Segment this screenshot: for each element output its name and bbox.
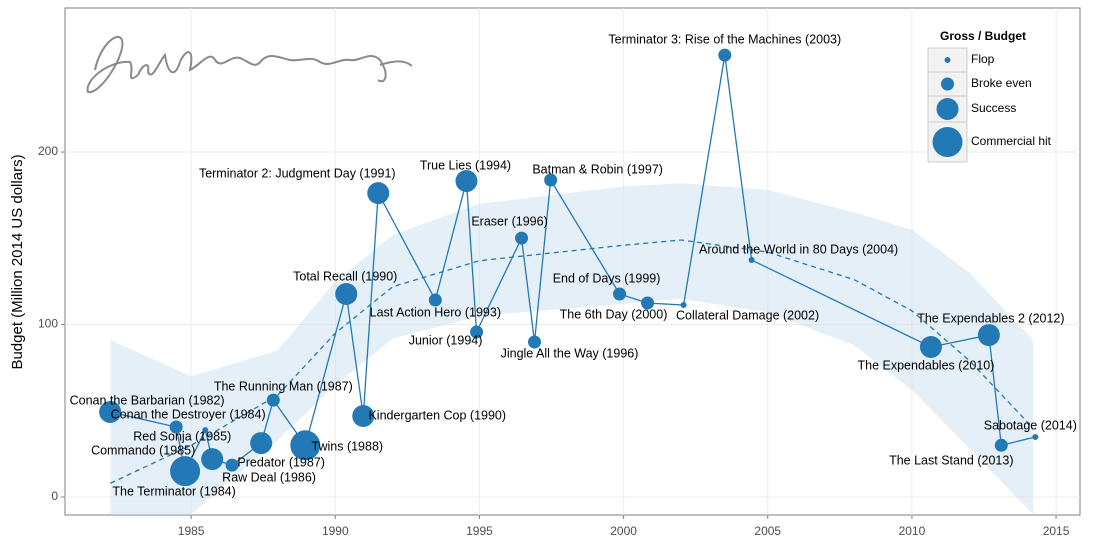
point bbox=[748, 257, 755, 264]
point bbox=[266, 393, 280, 407]
point-label: Twins (1988) bbox=[312, 440, 384, 454]
y-tick-label: 100 bbox=[38, 317, 58, 331]
point-label: Sabotage (2014) bbox=[984, 418, 1077, 432]
grid bbox=[65, 8, 1080, 515]
point-label: Conan the Barbarian (1982) bbox=[70, 393, 225, 407]
point bbox=[202, 427, 209, 434]
point-label: Collateral Damage (2002) bbox=[676, 308, 819, 322]
legend-label: Commercial hit bbox=[971, 134, 1052, 148]
point bbox=[544, 173, 558, 187]
point bbox=[201, 448, 224, 471]
point bbox=[718, 48, 732, 62]
point-label: Junior (1994) bbox=[409, 333, 483, 347]
x-tick-label: 2015 bbox=[1043, 524, 1070, 538]
point bbox=[977, 324, 1000, 347]
point-label: Raw Deal (1986) bbox=[222, 470, 316, 484]
legend-swatch bbox=[944, 57, 951, 63]
point-label: End of Days (1999) bbox=[553, 271, 661, 285]
x-tick-label: 2005 bbox=[754, 524, 781, 538]
point-label: The Expendables (2010) bbox=[857, 358, 994, 372]
point bbox=[225, 458, 239, 472]
point-label: True Lies (1994) bbox=[420, 158, 511, 172]
point-label: Total Recall (1990) bbox=[293, 269, 397, 283]
point bbox=[99, 401, 122, 424]
point-label: The Terminator (1984) bbox=[112, 484, 235, 498]
point-label: Conan the Destroyer (1984) bbox=[111, 407, 266, 421]
y-tick-label: 200 bbox=[38, 144, 58, 158]
point-label: Red Sonja (1985) bbox=[133, 429, 231, 443]
confidence-band bbox=[110, 183, 1034, 515]
legend-swatch bbox=[936, 98, 959, 120]
point-label: Predator (1987) bbox=[237, 455, 325, 469]
point bbox=[455, 170, 478, 193]
x-tick-label: 1985 bbox=[178, 524, 205, 538]
legend-title: Gross / Budget bbox=[940, 29, 1026, 43]
point bbox=[428, 293, 442, 307]
legend-swatch bbox=[941, 77, 954, 91]
point-label: Terminator 3: Rise of the Machines (2003… bbox=[608, 32, 841, 46]
signature bbox=[86, 35, 413, 94]
point bbox=[367, 182, 390, 205]
point-label: Terminator 2: Judgment Day (1991) bbox=[199, 166, 396, 180]
x-tick-label: 2000 bbox=[610, 524, 637, 538]
point bbox=[335, 283, 358, 306]
point bbox=[680, 302, 687, 309]
point-label: Kindergarten Cop (1990) bbox=[368, 408, 506, 422]
y-tick-label: 0 bbox=[51, 489, 58, 503]
point bbox=[169, 420, 183, 434]
y-axis-label: Budget (Million 2014 US dollars) bbox=[9, 154, 26, 369]
point-label: The Expendables 2 (2012) bbox=[917, 311, 1064, 325]
point bbox=[515, 231, 529, 245]
point-label: The Last Stand (2013) bbox=[889, 454, 1013, 468]
x-tick-label: 2010 bbox=[899, 524, 926, 538]
point bbox=[290, 430, 321, 461]
x-tick-label: 1995 bbox=[466, 524, 493, 538]
point bbox=[641, 296, 655, 310]
point bbox=[1032, 434, 1039, 441]
point bbox=[250, 432, 273, 455]
point-label: Jingle All the Way (1996) bbox=[501, 346, 639, 360]
x-tick-label: 1990 bbox=[322, 524, 349, 538]
point bbox=[528, 335, 542, 349]
point-label: Around the World in 80 Days (2004) bbox=[699, 242, 898, 256]
point-label: Last Action Hero (1993) bbox=[370, 305, 501, 319]
point bbox=[470, 325, 484, 339]
legend-label: Broke even bbox=[971, 76, 1032, 90]
point bbox=[170, 456, 201, 487]
legend-label: Success bbox=[971, 101, 1016, 115]
legend: Gross / Budget Flop Broke even Success Comm… bbox=[927, 29, 1052, 163]
point-label: Commando (1985) bbox=[91, 443, 195, 457]
point bbox=[352, 404, 375, 427]
point-label: The Running Man (1987) bbox=[214, 379, 353, 393]
plot-panel bbox=[64, 7, 1081, 516]
legend-swatch bbox=[932, 127, 963, 157]
point-label: Eraser (1996) bbox=[471, 214, 547, 228]
point-label: The 6th Day (2000) bbox=[560, 307, 668, 321]
point bbox=[919, 335, 942, 358]
legend-label: Flop bbox=[971, 52, 995, 66]
point-label: Batman & Robin (1997) bbox=[532, 162, 663, 176]
point bbox=[613, 287, 627, 301]
point bbox=[994, 438, 1008, 452]
